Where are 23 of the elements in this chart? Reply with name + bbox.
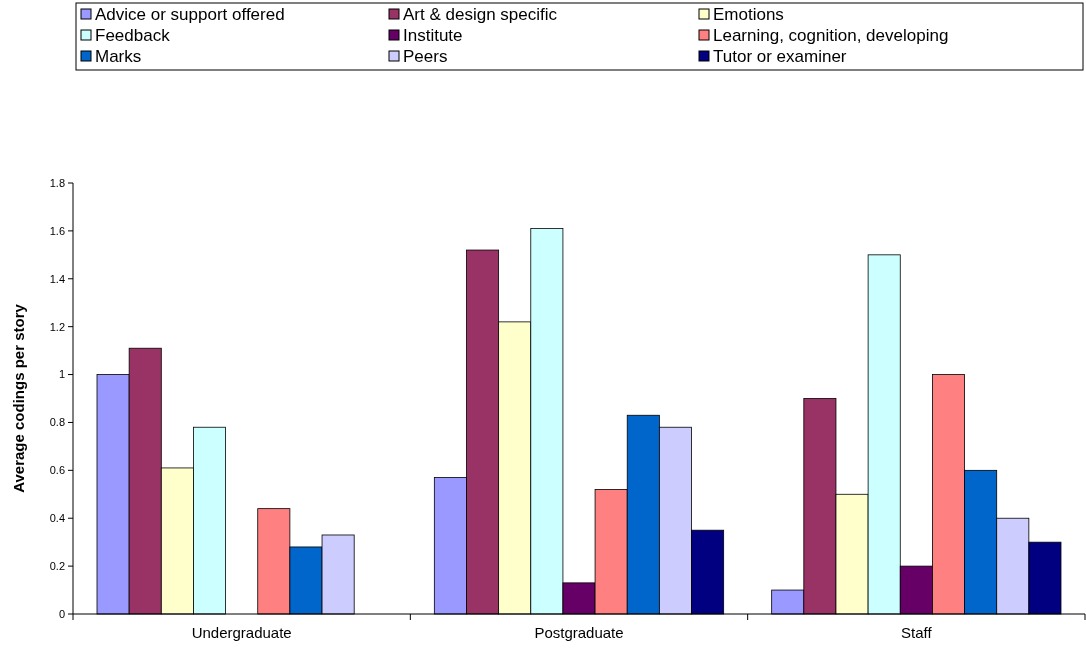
x-tick-label: Undergraduate [191, 624, 292, 641]
legend-label: Emotions [713, 4, 784, 24]
legend-label: Peers [403, 46, 448, 66]
legend-label: Tutor or examiner [713, 46, 847, 66]
y-tick-label: 1.8 [49, 176, 65, 189]
legend-label: Art & design specific [403, 4, 558, 24]
legend-label: Feedback [95, 25, 171, 45]
y-tick-label: 1.6 [49, 224, 65, 237]
y-tick-label: 1 [58, 368, 65, 381]
y-tick-label: 0 [58, 607, 65, 620]
y-tick-label: 0.2 [49, 559, 65, 572]
y-tick-label: 1.2 [49, 320, 65, 333]
y-tick-label: 0.8 [49, 416, 65, 429]
x-tick-label: Staff [901, 624, 933, 641]
x-tick-label: Postgraduate [534, 624, 624, 641]
y-tick-label: 0.4 [49, 512, 65, 525]
legend-label: Institute [403, 25, 463, 45]
y-axis-title: Average codings per story [10, 303, 27, 493]
legend-label: Advice or support offered [95, 4, 285, 24]
y-tick-label: 1.4 [49, 272, 65, 285]
legend-label: Learning, cognition, developing [713, 25, 949, 45]
legend-label: Marks [95, 46, 142, 66]
y-tick-label: 0.6 [49, 464, 65, 477]
